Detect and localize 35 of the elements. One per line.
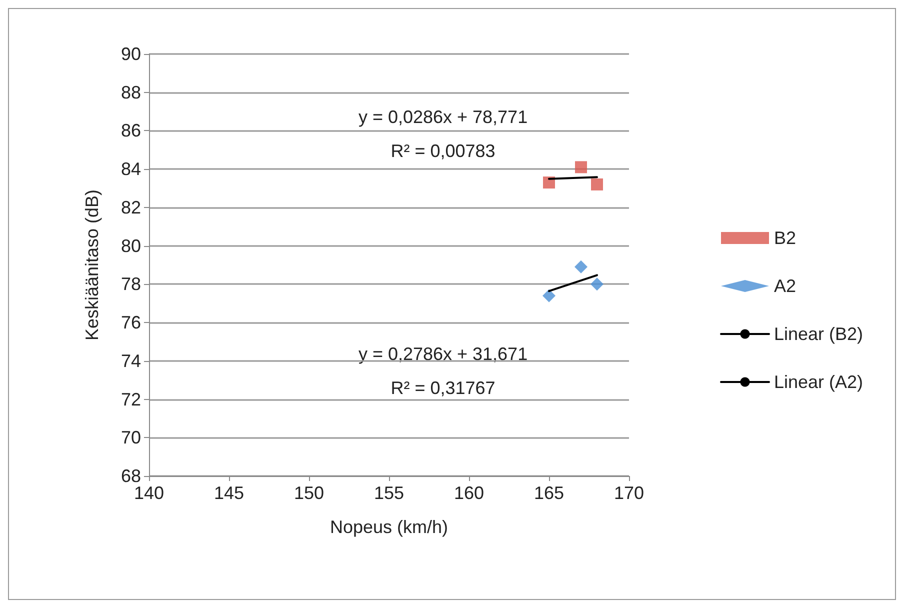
annotation: y = 0,2786x + 31,671	[358, 344, 528, 364]
point	[542, 289, 556, 302]
x-tick-label: 170	[614, 483, 644, 503]
annotation: R² = 0,00783	[390, 141, 496, 161]
x-tick-label: 145	[214, 483, 244, 503]
annotation: R² = 0,31767	[390, 378, 496, 398]
point	[591, 178, 603, 190]
x-tick-label: 165	[534, 483, 564, 503]
x-tick-label: 150	[294, 483, 324, 503]
y-tick-label: 90	[120, 44, 141, 64]
point	[590, 278, 604, 291]
y-tick-label: 68	[120, 466, 141, 486]
y-axis-title: Keskiäänitaso (dB)	[82, 189, 102, 341]
legend-label: A2	[774, 276, 796, 296]
point	[575, 161, 587, 174]
y-tick-label: 78	[120, 274, 141, 294]
legend-label: Linear (A2)	[774, 372, 864, 392]
y-tick-label: 76	[120, 312, 141, 333]
y-tick-label: 84	[120, 159, 141, 180]
y-tick-label: 72	[120, 389, 141, 410]
x-tick-label: 160	[454, 483, 484, 503]
legend-label: B2	[774, 228, 796, 248]
x-tick-label: 155	[374, 483, 404, 503]
y-tick-label: 74	[120, 350, 141, 371]
y-tick-label: 82	[120, 197, 141, 218]
annotation: y = 0,0286x + 78,771	[358, 107, 528, 127]
x-axis-title: Nopeus (km/h)	[330, 517, 448, 537]
point	[574, 260, 588, 274]
y-tick-label: 88	[120, 82, 141, 102]
y-tick-label: 80	[120, 236, 141, 256]
y-tick-label: 86	[120, 120, 141, 141]
x-tick-label: 140	[134, 483, 164, 503]
point	[543, 176, 555, 189]
legend-label: Linear (B2)	[774, 324, 864, 344]
y-tick-label: 70	[120, 428, 141, 448]
